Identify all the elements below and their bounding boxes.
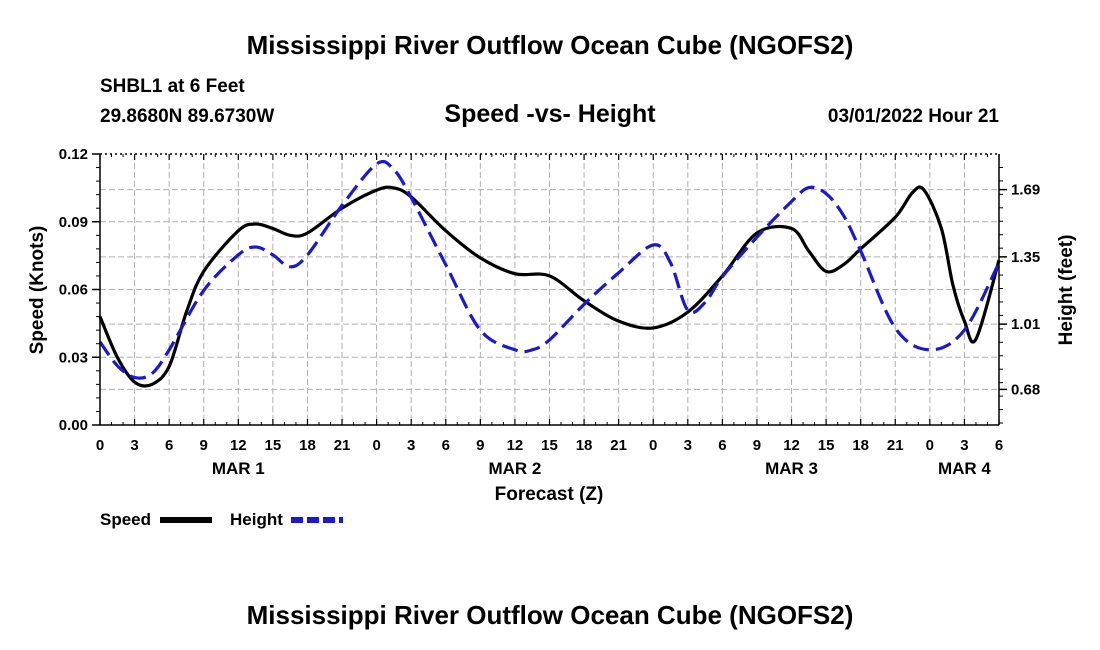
- footer-title: Mississippi River Outflow Ocean Cube (NG…: [246, 600, 854, 630]
- legend-label-height: Height: [230, 510, 283, 529]
- x-tick-label: 6: [995, 437, 1003, 454]
- x-tick-label: 6: [718, 437, 726, 454]
- y-tick-label: 0.00: [59, 417, 88, 434]
- x-tick-label: 12: [783, 437, 800, 454]
- x-tick-label: 21: [610, 437, 627, 454]
- day-label: MAR 4: [938, 459, 991, 478]
- x-tick-label: 9: [476, 437, 484, 454]
- y-axis-label: Speed (Knots): [27, 226, 48, 355]
- chart-title: Speed -vs- Height: [444, 100, 656, 128]
- series-line-height: [98, 159, 1001, 380]
- x-tick-label: 3: [130, 437, 138, 454]
- x-tick-label: 0: [96, 437, 104, 454]
- x-tick-label: 3: [407, 437, 415, 454]
- x-tick-label: 15: [541, 437, 558, 454]
- x-tick-label: 18: [576, 437, 593, 454]
- x-tick-label: 12: [507, 437, 524, 454]
- x-tick-label: 18: [852, 437, 869, 454]
- station-label: SHBL1 at 6 Feet: [100, 76, 245, 97]
- grid: [100, 154, 999, 425]
- x-tick-label: 3: [960, 437, 968, 454]
- y2-tick-label: 0.68: [1011, 381, 1040, 398]
- y-tick-label: 0.09: [59, 214, 88, 231]
- day-label: MAR 1: [212, 459, 265, 478]
- y2-tick-label: 1.69: [1011, 182, 1040, 199]
- x-tick-label: 18: [299, 437, 316, 454]
- x-tick-label: 21: [887, 437, 904, 454]
- forecast-timestamp: 03/01/2022 Hour 21: [827, 106, 999, 127]
- day-label: MAR 2: [488, 459, 541, 478]
- page-title: Mississippi River Outflow Ocean Cube (NG…: [246, 30, 854, 60]
- axes: 0 3 6 9 12 15 18 21 0 3 6 9 12 15 18 21 0 3 6 9 12 15 18 21 0 3 6M…: [59, 146, 1040, 478]
- series-lines: [98, 159, 1001, 388]
- station-coordinates: 29.8680N 89.6730W: [100, 106, 275, 127]
- x-tick-label: 15: [818, 437, 835, 454]
- x-tick-label: 6: [442, 437, 450, 454]
- series-line-speed: [98, 185, 1001, 388]
- y2-axis-label: Height (feet): [1056, 235, 1077, 346]
- y-tick-label: 0.06: [59, 282, 88, 299]
- x-tick-label: 0: [372, 437, 380, 454]
- x-tick-label: 0: [649, 437, 657, 454]
- y-tick-label: 0.03: [59, 349, 88, 366]
- x-tick-label: 3: [684, 437, 692, 454]
- x-tick-label: 9: [753, 437, 761, 454]
- x-axis-label: Forecast (Z): [495, 484, 604, 505]
- day-label: MAR 3: [765, 459, 818, 478]
- x-tick-label: 15: [265, 437, 282, 454]
- legend: Speed Height: [100, 510, 343, 529]
- x-tick-label: 21: [334, 437, 351, 454]
- y-tick-label: 0.12: [59, 146, 88, 163]
- y2-tick-label: 1.01: [1011, 316, 1040, 333]
- x-tick-label: 0: [926, 437, 934, 454]
- legend-label-speed: Speed: [100, 510, 151, 529]
- x-tick-label: 12: [230, 437, 247, 454]
- y2-tick-label: 1.35: [1011, 249, 1040, 266]
- x-tick-label: 9: [200, 437, 208, 454]
- x-tick-label: 6: [165, 437, 173, 454]
